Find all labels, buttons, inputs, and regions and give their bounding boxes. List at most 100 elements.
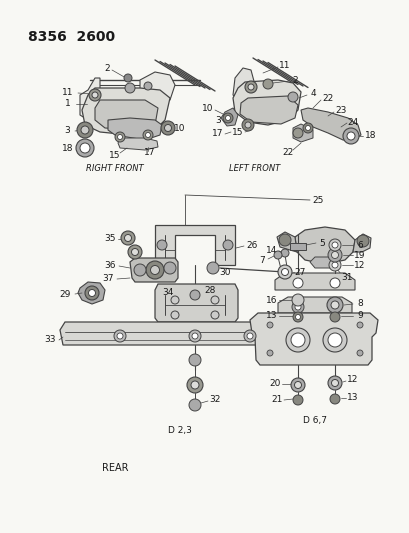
Circle shape bbox=[189, 354, 200, 366]
Circle shape bbox=[114, 330, 126, 342]
Text: 36: 36 bbox=[104, 261, 115, 270]
Polygon shape bbox=[139, 72, 175, 102]
Circle shape bbox=[150, 265, 159, 274]
Text: 5: 5 bbox=[318, 238, 324, 247]
Circle shape bbox=[117, 333, 123, 339]
Circle shape bbox=[187, 377, 202, 393]
Circle shape bbox=[328, 301, 340, 313]
Polygon shape bbox=[82, 88, 170, 135]
Text: REAR: REAR bbox=[101, 463, 128, 473]
Circle shape bbox=[294, 304, 300, 310]
Circle shape bbox=[171, 296, 179, 304]
Circle shape bbox=[144, 82, 152, 90]
Text: 13: 13 bbox=[265, 311, 277, 319]
Circle shape bbox=[329, 312, 339, 322]
Circle shape bbox=[346, 132, 354, 140]
Circle shape bbox=[273, 251, 281, 259]
Text: 7: 7 bbox=[258, 255, 264, 264]
Text: 15: 15 bbox=[109, 150, 121, 159]
Circle shape bbox=[281, 269, 288, 276]
Text: 11: 11 bbox=[62, 87, 74, 96]
Circle shape bbox=[280, 249, 288, 257]
Circle shape bbox=[191, 381, 198, 389]
Polygon shape bbox=[60, 322, 314, 345]
Circle shape bbox=[245, 122, 250, 128]
Text: 26: 26 bbox=[246, 240, 257, 249]
Text: 8356  2600: 8356 2600 bbox=[28, 30, 115, 44]
Circle shape bbox=[128, 245, 142, 259]
Circle shape bbox=[356, 350, 362, 356]
Text: 31: 31 bbox=[340, 272, 352, 281]
Text: 16: 16 bbox=[265, 295, 277, 304]
Text: 12: 12 bbox=[346, 376, 358, 384]
Polygon shape bbox=[80, 78, 100, 120]
Text: 14: 14 bbox=[266, 246, 277, 254]
Circle shape bbox=[211, 311, 218, 319]
Text: 3: 3 bbox=[64, 125, 70, 134]
Circle shape bbox=[125, 83, 135, 93]
Text: 1: 1 bbox=[65, 99, 71, 108]
Circle shape bbox=[225, 116, 230, 120]
Polygon shape bbox=[78, 282, 105, 304]
Circle shape bbox=[331, 242, 337, 248]
Polygon shape bbox=[232, 80, 300, 125]
Circle shape bbox=[191, 333, 198, 339]
Text: 33: 33 bbox=[44, 335, 56, 344]
Circle shape bbox=[266, 322, 272, 328]
Text: 21: 21 bbox=[271, 395, 282, 405]
Circle shape bbox=[266, 350, 272, 356]
Text: 22: 22 bbox=[321, 93, 333, 102]
Circle shape bbox=[291, 294, 303, 306]
Circle shape bbox=[189, 290, 200, 300]
Circle shape bbox=[328, 259, 340, 271]
Circle shape bbox=[331, 304, 337, 310]
Circle shape bbox=[294, 382, 301, 389]
Text: 18: 18 bbox=[62, 143, 74, 152]
Text: 22: 22 bbox=[282, 148, 293, 157]
Text: 4: 4 bbox=[310, 88, 315, 98]
Circle shape bbox=[290, 333, 304, 347]
Circle shape bbox=[189, 330, 200, 342]
Text: D 2,3: D 2,3 bbox=[168, 425, 191, 434]
Polygon shape bbox=[239, 96, 297, 124]
Circle shape bbox=[117, 134, 122, 140]
Polygon shape bbox=[108, 118, 162, 140]
Circle shape bbox=[295, 314, 300, 319]
Circle shape bbox=[326, 297, 342, 313]
Polygon shape bbox=[95, 100, 157, 130]
Circle shape bbox=[262, 79, 272, 89]
Polygon shape bbox=[118, 138, 157, 150]
Text: 32: 32 bbox=[209, 395, 220, 405]
Polygon shape bbox=[309, 257, 339, 268]
Text: 2: 2 bbox=[292, 76, 297, 85]
Circle shape bbox=[89, 89, 101, 101]
Circle shape bbox=[278, 234, 290, 246]
Circle shape bbox=[134, 264, 146, 276]
Polygon shape bbox=[294, 227, 354, 264]
Circle shape bbox=[124, 235, 131, 241]
Text: D 6,7: D 6,7 bbox=[302, 416, 326, 424]
Circle shape bbox=[331, 252, 338, 259]
Text: 8: 8 bbox=[356, 298, 362, 308]
Circle shape bbox=[115, 132, 125, 142]
Circle shape bbox=[329, 278, 339, 288]
Circle shape bbox=[292, 128, 302, 138]
Circle shape bbox=[164, 125, 171, 132]
Text: 30: 30 bbox=[219, 268, 230, 277]
Polygon shape bbox=[249, 313, 377, 365]
Circle shape bbox=[121, 231, 135, 245]
Text: 24: 24 bbox=[346, 117, 358, 126]
Circle shape bbox=[161, 121, 175, 135]
Circle shape bbox=[331, 379, 338, 386]
Text: 25: 25 bbox=[312, 196, 323, 205]
Circle shape bbox=[207, 262, 218, 274]
Circle shape bbox=[146, 261, 164, 279]
Circle shape bbox=[143, 130, 153, 140]
Circle shape bbox=[211, 296, 218, 304]
Circle shape bbox=[305, 125, 310, 131]
Circle shape bbox=[331, 262, 337, 268]
Polygon shape bbox=[155, 225, 234, 265]
Circle shape bbox=[222, 240, 232, 250]
Circle shape bbox=[246, 333, 252, 339]
Polygon shape bbox=[155, 284, 237, 322]
